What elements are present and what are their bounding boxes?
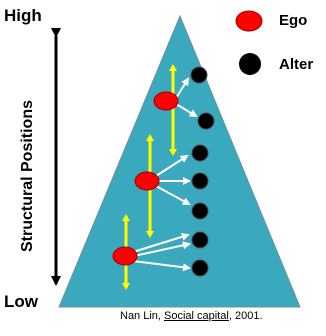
range-bar-top bbox=[169, 64, 177, 156]
alter-node bbox=[191, 202, 209, 220]
alter-node bbox=[191, 259, 209, 277]
alter-node bbox=[197, 112, 215, 130]
axis-title: Structural Positions bbox=[19, 99, 36, 253]
ego-node bbox=[134, 171, 160, 191]
axis-label-low: Low bbox=[4, 292, 38, 311]
alter-node bbox=[190, 66, 208, 84]
citation: Nan Lin, Social capital, 2001. bbox=[120, 310, 263, 322]
ego-node bbox=[153, 91, 179, 111]
alter-node bbox=[191, 172, 209, 190]
alters bbox=[190, 66, 215, 277]
ties-middle bbox=[155, 154, 191, 205]
legend-ego-symbol bbox=[235, 10, 263, 32]
legend-ego-label: Ego bbox=[279, 12, 308, 29]
ego-node bbox=[112, 246, 138, 266]
legend-alter-label: Alter bbox=[279, 56, 314, 73]
citation-title: Social capital bbox=[164, 310, 229, 322]
ties-bottom bbox=[132, 232, 191, 272]
axis-label-high: High bbox=[4, 6, 42, 25]
ties-top bbox=[175, 77, 198, 118]
alter-node bbox=[191, 231, 209, 249]
legend-alter-symbol bbox=[239, 53, 261, 75]
alter-node bbox=[191, 144, 209, 162]
citation-year: , 2001. bbox=[228, 310, 263, 322]
citation-author: Nan Lin, bbox=[120, 310, 165, 322]
